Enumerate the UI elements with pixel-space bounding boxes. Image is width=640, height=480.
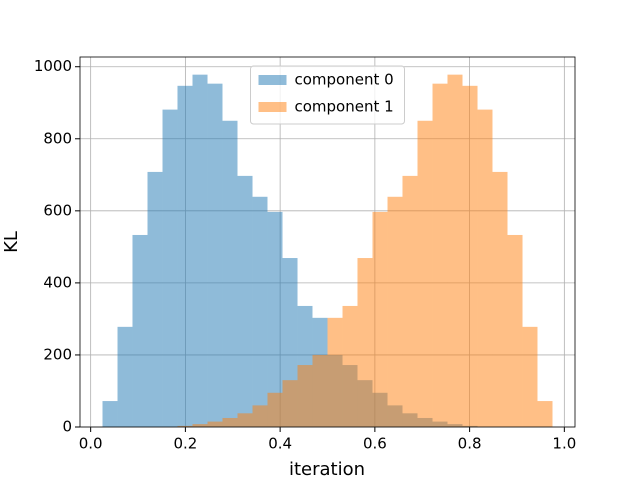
bar (207, 83, 223, 428)
bar (282, 380, 298, 427)
x-axis-label: iteration (289, 459, 365, 480)
bar (222, 417, 238, 427)
bar (342, 305, 358, 427)
bar (102, 401, 118, 427)
x-tick-label: 1.0 (552, 435, 576, 453)
bar (507, 234, 523, 427)
bar (372, 211, 388, 427)
bar (387, 196, 403, 427)
plot-frame (79, 56, 576, 428)
legend-label: component 0 (295, 71, 394, 89)
bar (192, 74, 208, 428)
x-tick-label: 0.4 (268, 435, 292, 453)
bar (327, 317, 343, 427)
legend-swatch (258, 102, 287, 112)
bar (237, 175, 253, 427)
y-axis-label: KL (1, 231, 22, 253)
x-tick-label: 0.8 (458, 435, 482, 453)
legend-box (250, 65, 405, 125)
bar (402, 175, 418, 427)
bar (132, 234, 148, 427)
bar (417, 120, 433, 428)
bar (462, 85, 478, 427)
y-tick-label: 1000 (34, 57, 72, 75)
y-tick-label: 0 (62, 418, 72, 436)
bar (267, 392, 283, 427)
bar (447, 74, 463, 428)
bar (177, 425, 193, 427)
bar (117, 326, 133, 427)
bar (432, 83, 448, 428)
bar (162, 109, 178, 428)
bar (537, 401, 553, 427)
x-tick-label: 0.0 (79, 435, 103, 453)
legend-label: component 1 (295, 98, 394, 116)
y-tick-label: 600 (43, 201, 72, 219)
bar (252, 196, 268, 427)
bar (177, 85, 193, 427)
y-tick-label: 400 (43, 273, 72, 291)
bar (312, 354, 328, 427)
bar (222, 120, 238, 428)
bar (492, 171, 508, 427)
bar (522, 326, 538, 427)
bar (477, 109, 493, 428)
bar (147, 171, 163, 427)
bar (252, 405, 268, 427)
bar (192, 424, 208, 427)
bar (357, 258, 373, 427)
x-tick-label: 0.6 (363, 435, 387, 453)
legend-swatch (258, 75, 287, 85)
bar (207, 421, 223, 427)
y-tick-label: 800 (43, 129, 72, 147)
bar (297, 365, 313, 427)
bar (267, 211, 283, 427)
bar (237, 413, 253, 427)
y-tick-label: 200 (43, 345, 72, 363)
x-tick-label: 0.2 (173, 435, 197, 453)
